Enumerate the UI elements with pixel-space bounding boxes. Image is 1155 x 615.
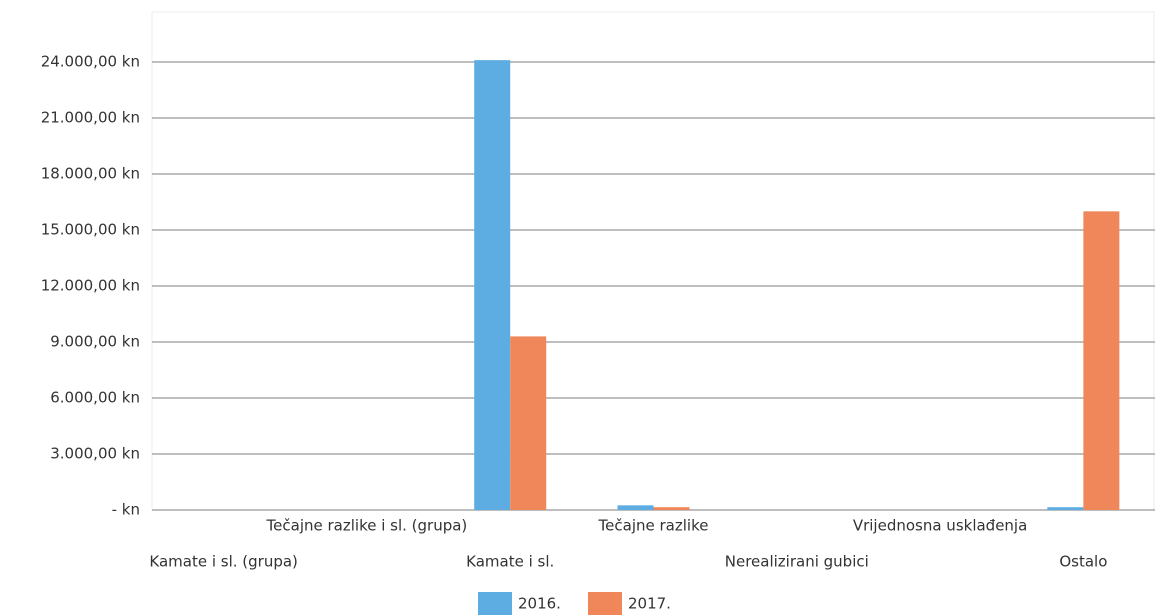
- bar: [653, 507, 690, 510]
- bar: [510, 336, 547, 510]
- bar: [1047, 507, 1084, 510]
- x-tick-label: Nerealizirani gubici: [725, 553, 869, 571]
- y-tick-label: 21.000,00 kn: [41, 109, 140, 127]
- plot-frame: [151, 11, 1155, 511]
- y-tick-label: 3.000,00 kn: [50, 445, 140, 463]
- y-tick-label: 15.000,00 kn: [41, 221, 140, 239]
- legend-swatch: [478, 592, 512, 615]
- x-tick-label: Ostalo: [1059, 553, 1107, 571]
- x-tick-label: Tečajne razlike: [598, 517, 709, 535]
- bar: [474, 60, 511, 511]
- bar: [617, 505, 654, 510]
- legend-label: 2017.: [628, 595, 671, 613]
- y-tick-label: 24.000,00 kn: [41, 53, 140, 71]
- x-tick-label: Kamate i sl. (grupa): [149, 553, 298, 571]
- x-tick-label: Vrijednosna usklađenja: [853, 517, 1027, 535]
- bar: [1083, 211, 1120, 511]
- y-tick-label: 6.000,00 kn: [50, 389, 140, 407]
- y-tick-label: 9.000,00 kn: [50, 333, 140, 351]
- y-tick-label: 12.000,00 kn: [41, 277, 140, 295]
- y-tick-label: 18.000,00 kn: [41, 165, 140, 183]
- y-tick-label: - kn: [112, 501, 140, 519]
- x-tick-label: Tečajne razlike i sl. (grupa): [266, 517, 468, 535]
- x-tick-label: Kamate i sl.: [466, 553, 554, 571]
- legend-label: 2016.: [518, 595, 561, 613]
- legend-swatch: [588, 592, 622, 615]
